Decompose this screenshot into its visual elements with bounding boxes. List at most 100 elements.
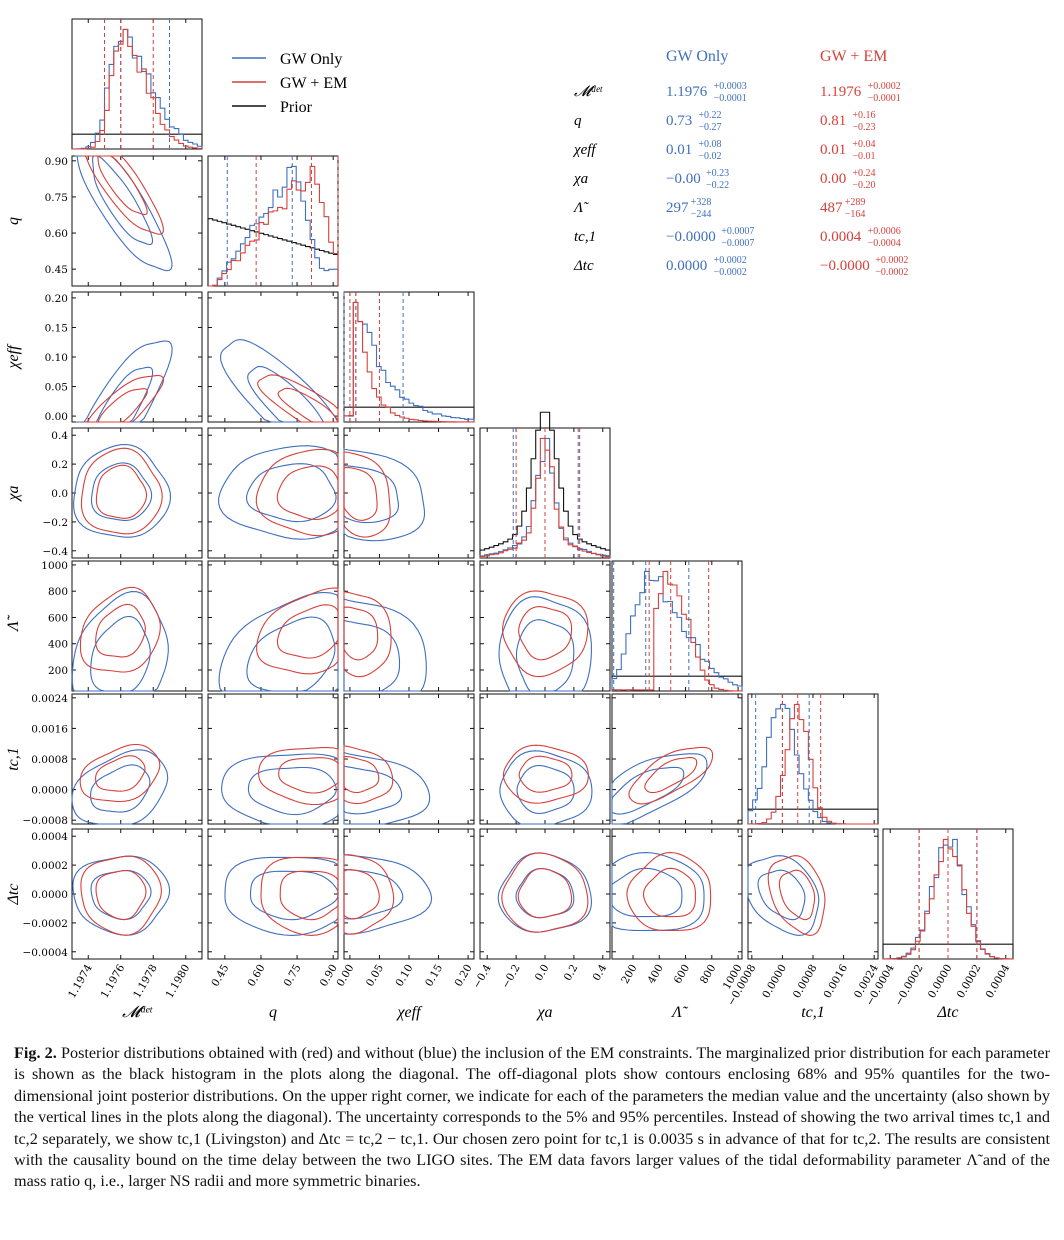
table-value-gw-4: 297 [666, 200, 689, 216]
x-tick-label-1-1: 0.60 [245, 963, 267, 989]
panel-5-0 [71, 693, 203, 825]
legend: GW Only GW + EM Prior [232, 51, 347, 116]
y-tick-label-6-4: 0.0004 [31, 831, 68, 843]
table-header-gw-only: GW Only [666, 48, 728, 65]
panel-ticks-2-1 [208, 292, 338, 422]
table-value-em-5: 0.0004 [820, 229, 862, 245]
table-value-gw-6: 0.0000 [666, 258, 707, 274]
contour-95-gw-em-6-1 [260, 856, 339, 936]
contour-68-gw-only-4-0 [90, 615, 151, 692]
hist-prior-2 [343, 406, 475, 422]
contour-95-gw-em-3-1 [255, 448, 339, 537]
figure-caption: Fig. 2. Posterior distributions obtained… [14, 1043, 1050, 1193]
panel-5-3 [479, 693, 611, 825]
contour-68-gw-em-6-2 [343, 869, 380, 920]
y-tick-label-6-0: −0.0004 [22, 947, 68, 959]
contour-95-gw-em-2-1 [257, 374, 339, 423]
x-axis-label-1: q [269, 1004, 277, 1021]
x-tick-label-3-2: 0.0 [533, 963, 552, 983]
hist-gw-em-1 [208, 165, 339, 287]
hist-gw-only-4 [611, 570, 743, 691]
y-axis-label-2: χeff [5, 343, 22, 371]
caption-text: Posterior distributions obtained with (r… [14, 1044, 1050, 1191]
contour-68-gw-only-3-1 [246, 463, 337, 523]
hist-gw-em-4 [611, 570, 743, 692]
hist-gw-only-0 [71, 28, 203, 150]
panel-ticks-2-0 [72, 292, 202, 422]
table-lower-gw-0: −0.0001 [714, 93, 747, 104]
table-lower-gw-1: −0.27 [698, 122, 721, 133]
table-upper-em-3: +0.24 [852, 168, 875, 179]
hist-gw-em-0 [71, 28, 203, 150]
contour-95-gw-em-6-0 [80, 855, 162, 936]
x-axis-label-6: Δtc [937, 1004, 959, 1021]
table-param-1: q [574, 113, 582, 129]
contour-68-gw-em-6-3 [517, 867, 573, 919]
table-value-gw-3: −0.00 [666, 171, 701, 187]
contour-95-gw-em-4-2 [343, 590, 392, 678]
panel-5-2 [343, 693, 475, 825]
panel-ticks-1-1 [224, 156, 334, 286]
panel-6-4 [611, 828, 743, 960]
contour-95-gw-only-3-2 [343, 448, 426, 542]
x-tick-label-3-1: −0.2 [500, 963, 523, 991]
panel-ticks-5-4 [612, 694, 742, 824]
contour-68-gw-only-1-0 [92, 155, 154, 246]
table-param-2: χeff [572, 142, 597, 158]
x-tick-label-1-2: 0.75 [282, 963, 304, 989]
y-tick-label-3-1: −0.2 [43, 517, 69, 529]
y-axis-label-6: Δtc [5, 884, 22, 906]
table-value-em-3: 0.00 [820, 171, 846, 187]
table-lower-em-1: −0.23 [852, 122, 875, 133]
panel-ticks-4-3 [480, 561, 610, 691]
panel-ticks-1-0 [72, 156, 202, 286]
contour-95-gw-em-5-1 [258, 747, 339, 806]
y-tick-label-3-3: 0.2 [51, 459, 68, 471]
hist-prior-4 [611, 675, 743, 691]
x-axis-label-2: χeff [395, 1004, 423, 1021]
panel-ticks-5-2 [344, 694, 474, 824]
contour-68-gw-em-5-0 [95, 755, 146, 792]
table-upper-em-6: +0.0002 [875, 255, 908, 266]
x-tick-label-5-1: 0.0000 [760, 963, 789, 1001]
contour-95-gw-em-6-4 [626, 852, 712, 932]
contour-68-gw-only-4-3 [515, 619, 575, 692]
contour-95-gw-only-3-0 [73, 443, 172, 538]
x-tick-label-1-0: 0.45 [209, 963, 231, 989]
y-tick-label-2-2: 0.10 [45, 352, 68, 364]
contour-95-gw-only-4-1 [218, 591, 339, 692]
table-value-em-2: 0.01 [820, 142, 846, 158]
table-param-4: Λ̃ [572, 200, 589, 216]
panel-ticks-4-1 [208, 561, 338, 691]
table-lower-em-0: −0.0001 [868, 93, 901, 104]
x-tick-label-3-3: 0.2 [562, 963, 581, 983]
y-tick-label-6-2: 0.0000 [31, 889, 68, 901]
table-upper-gw-3: +0.23 [706, 168, 729, 179]
contour-95-gw-em-1-0 [83, 155, 164, 235]
panel-4-2 [343, 560, 475, 692]
contour-95-gw-only-5-1 [221, 753, 339, 825]
y-tick-label-1-0: 0.45 [45, 264, 68, 276]
contour-68-gw-em-4-1 [276, 604, 339, 659]
table-lower-em-2: −0.01 [852, 151, 875, 162]
contour-95-gw-only-4-0 [71, 591, 169, 692]
contour-68-gw-em-6-5 [778, 869, 816, 921]
corner-plot: GW Only GW + EM Prior GW Only GW + EM 𝓜ᵈ… [5, 18, 1014, 1021]
y-tick-label-2-1: 0.05 [45, 382, 68, 394]
contour-68-gw-em-3-1 [276, 465, 339, 521]
panel-ticks-6-5 [748, 829, 878, 959]
y-tick-label-2-3: 0.15 [45, 322, 68, 334]
x-tick-label-2-3: 0.15 [423, 963, 445, 989]
contour-68-gw-only-6-0 [90, 869, 152, 921]
table-upper-em-4: +289 [845, 197, 866, 208]
y-tick-label-3-0: −0.4 [43, 546, 69, 558]
table-param-6: Δtc [573, 258, 594, 274]
table-value-gw-2: 0.01 [666, 142, 692, 158]
y-tick-label-4-2: 600 [48, 612, 68, 624]
panel-ticks-6-2 [344, 829, 474, 959]
y-tick-label-4-4: 1000 [41, 560, 68, 572]
x-tick-label-5-3: 0.0016 [821, 962, 850, 1000]
y-tick-label-1-1: 0.60 [45, 228, 68, 240]
contour-95-gw-only-6-2 [343, 854, 433, 935]
table-value-gw-0: 1.1976 [666, 84, 708, 100]
